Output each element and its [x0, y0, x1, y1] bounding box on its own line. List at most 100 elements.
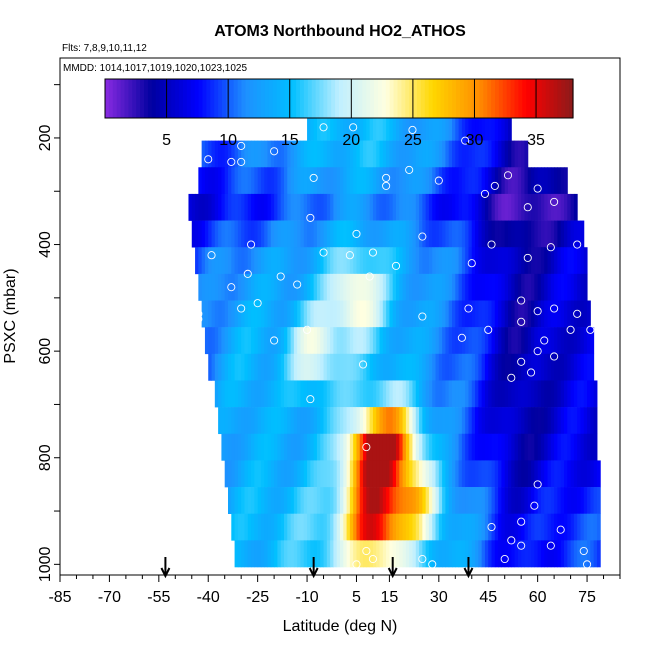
heatmap-cell	[389, 167, 394, 195]
heatmap-cell	[554, 167, 558, 195]
colorbar-segment	[257, 79, 262, 118]
heatmap-cell	[504, 247, 509, 275]
heatmap-cell	[382, 433, 387, 461]
sample-point	[418, 312, 427, 321]
heatmap-cell	[284, 353, 288, 381]
heatmap-cell	[419, 300, 423, 328]
heatmap-cell	[560, 407, 565, 435]
colorbar-segment	[495, 79, 500, 118]
heatmap-cell	[356, 247, 361, 275]
heatmap-cell	[511, 353, 516, 381]
heatmap-cell	[508, 220, 512, 248]
heatmap-cell	[297, 540, 301, 568]
heatmap-cell	[517, 140, 522, 168]
heatmap-cell	[316, 540, 321, 568]
heatmap-cell	[412, 273, 417, 301]
heatmap-cell	[425, 540, 430, 568]
sample-point	[227, 157, 236, 166]
heatmap-cell	[442, 540, 446, 568]
x-axis: -85 -70 -55 -40 -25 -10 5 15 30 45 60 75	[48, 575, 621, 606]
heatmap-cell	[435, 113, 440, 141]
heatmap-cell	[461, 167, 466, 195]
heatmap-cell	[221, 220, 226, 248]
heatmap-cell	[491, 193, 496, 221]
heatmap-cell	[287, 167, 292, 195]
heatmap-cell	[587, 407, 591, 435]
heatmap-cell	[376, 513, 381, 541]
heatmap-cell	[567, 407, 572, 435]
heatmap-cell	[537, 380, 542, 408]
heatmap-cell	[432, 247, 437, 275]
heatmap-cell	[320, 300, 325, 328]
heatmap-cell	[333, 327, 338, 355]
heatmap-cell	[478, 407, 483, 435]
heatmap-cell	[343, 433, 348, 461]
heatmap-cell	[247, 407, 252, 435]
sample-point	[194, 309, 203, 318]
heatmap-cell	[254, 273, 259, 301]
heatmap-cell	[465, 513, 469, 541]
heatmap-cell	[356, 167, 361, 195]
heatmap-cell	[303, 300, 308, 328]
heatmap-cell	[366, 380, 371, 408]
heatmap-cell	[349, 167, 354, 195]
heatmap-cell	[363, 407, 367, 435]
heatmap-cell	[527, 167, 532, 195]
heatmap-cell	[544, 380, 549, 408]
heatmap-cell	[372, 460, 377, 488]
heatmap-cell	[560, 380, 565, 408]
heatmap-cell	[290, 380, 295, 408]
heatmap-cell	[580, 220, 585, 248]
heatmap-cell	[284, 433, 288, 461]
heatmap-cell	[590, 513, 595, 541]
heatmap-cell	[402, 513, 407, 541]
heatmap-cell	[349, 273, 354, 301]
heatmap-cell	[346, 540, 351, 568]
colorbar-segment	[120, 79, 126, 118]
heatmap-cell	[573, 327, 578, 355]
heatmap-cell	[498, 353, 502, 381]
heatmap-cell	[537, 407, 542, 435]
heatmap-cell	[468, 460, 473, 488]
heatmap-cell	[560, 167, 565, 195]
heatmap-cell	[461, 273, 466, 301]
heatmap-cell	[537, 327, 542, 355]
heatmap-cell	[228, 247, 232, 275]
sample-point	[306, 395, 315, 404]
heatmap-cell	[501, 513, 506, 541]
x-tick-label: 45	[479, 589, 497, 606]
heatmap-cell	[228, 380, 232, 408]
heatmap-cell	[517, 220, 522, 248]
heatmap-cell	[244, 460, 249, 488]
heatmap-cell	[478, 540, 483, 568]
heatmap-cell	[195, 193, 199, 221]
heatmap-cell	[310, 113, 315, 141]
heatmap-cell	[501, 433, 506, 461]
heatmap-cell	[405, 380, 410, 408]
heatmap-cell	[293, 460, 298, 488]
heatmap-cell	[333, 407, 338, 435]
heatmap-cell	[484, 140, 489, 168]
heatmap-cell	[554, 273, 558, 301]
heatmap-cell	[274, 513, 278, 541]
heatmap-cell	[419, 513, 423, 541]
heatmap-cell	[557, 193, 562, 221]
heatmap-cell	[201, 193, 206, 221]
heatmap-cell	[524, 300, 529, 328]
heatmap-cell	[356, 300, 361, 328]
colorbar-segment	[448, 79, 453, 118]
heatmap-cell	[554, 300, 558, 328]
heatmap-cell	[596, 460, 601, 488]
heatmap-cell	[379, 247, 384, 275]
heatmap-cell	[277, 193, 282, 221]
heatmap-cell	[287, 380, 292, 408]
heatmap-cell	[211, 220, 216, 248]
heatmap-cell	[323, 300, 328, 328]
heatmap-cell	[554, 460, 558, 488]
heatmap-cell	[346, 167, 351, 195]
heatmap-cell	[573, 407, 578, 435]
heatmap-cell	[458, 300, 463, 328]
sample-point	[428, 560, 437, 569]
heatmap-cell	[221, 247, 226, 275]
heatmap-cell	[234, 273, 239, 301]
